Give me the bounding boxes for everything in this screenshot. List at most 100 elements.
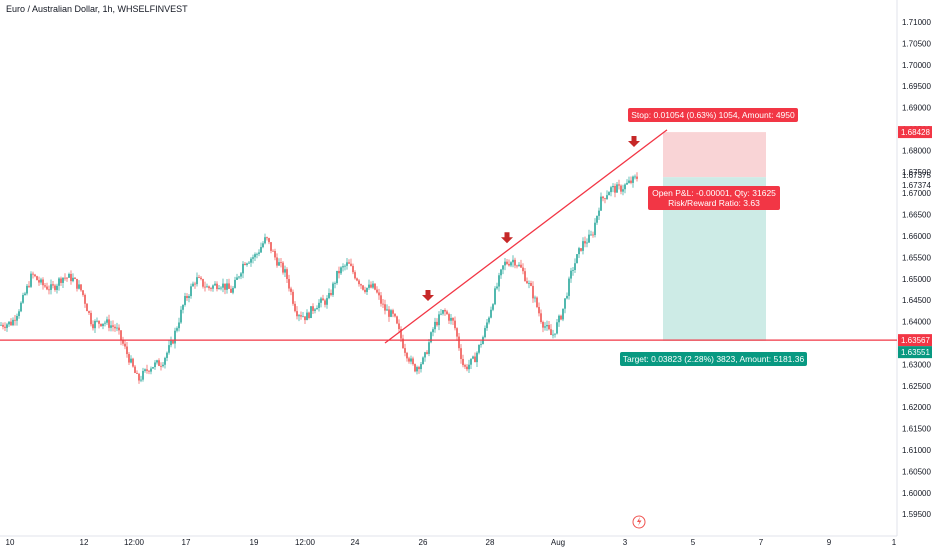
candle-body [316,307,318,310]
candle-body [598,210,600,216]
candle-body [356,278,358,281]
candle-body [382,303,384,305]
candle-body [106,319,108,323]
candle-body [398,323,400,330]
lightning-icon-glyph [637,517,642,526]
candle-body [64,277,66,279]
candle-body [624,184,626,190]
candle-body [612,186,614,188]
y-tick-label: 1.64500 [902,296,931,305]
candle-body [334,283,336,284]
down-arrow-icon [501,232,513,244]
x-tick-label: 5 [691,538,696,547]
candle-body [300,315,302,317]
candle-body [520,264,522,268]
candle-body [28,285,30,287]
candle-body [78,284,80,289]
candle-body [324,300,326,305]
x-tick-label: 3 [623,538,628,547]
candle-body [276,257,278,266]
candle-body [210,288,212,289]
lightning-icon[interactable] [632,515,646,529]
candle-body [570,270,572,279]
candle-body [594,222,596,236]
candle-body [538,307,540,314]
candle-body [560,315,562,320]
candle-body [554,333,556,335]
candle-body [308,312,310,319]
candle-body [304,316,306,321]
candle-body [328,293,330,299]
candle-body [602,196,604,199]
stop-price-tag: 1.68428 [901,128,930,137]
candle-body [484,328,486,338]
candle-body [400,329,402,339]
x-tick-label: 12 [80,538,89,547]
candle-body [556,322,558,334]
candle-body [164,357,166,365]
candle-body [56,285,58,290]
candle-body [418,367,420,370]
candle-body [608,192,610,196]
candle-body [366,287,368,292]
candle-body [568,278,570,296]
candle-body [44,285,46,287]
candle-body [230,288,232,293]
candle-body [220,287,222,289]
candle-body [392,310,394,314]
candle-body [386,309,388,311]
candle-body [562,308,564,320]
candle-body [80,284,82,291]
candle-body [86,303,88,312]
candle-body [572,270,574,271]
candle-body [338,270,340,274]
candle-body [402,338,404,349]
candle-body [232,287,234,293]
candle-body [342,266,344,268]
candle-body [530,282,532,286]
x-tick-label: 7 [759,538,764,547]
candle-body [142,370,144,380]
candle-body [252,257,254,259]
x-tick-label: 12:00 [124,538,145,547]
candle-body [420,364,422,370]
y-tick-label: 1.59500 [902,510,931,519]
candle-body [18,311,20,316]
candle-body [40,279,42,283]
candle-body [288,278,290,289]
candle-body [440,313,442,315]
candle-body [396,316,398,324]
candle-body [236,277,238,280]
candle-body [208,286,210,289]
candle-body [468,364,470,370]
candle-body [242,263,244,274]
candle-body [188,296,190,299]
trendline[interactable] [384,129,668,344]
candle-body [636,176,638,179]
candle-body [186,296,188,299]
candle-body [180,309,182,323]
candle-body [380,295,382,304]
candle-body [514,259,516,266]
candle-body [444,310,446,312]
candle-body [576,254,578,264]
candle-body [272,250,274,252]
candle-body [268,238,270,243]
candle-body [228,283,230,289]
candle-body [474,356,476,363]
y-tick-label: 1.66000 [902,232,931,241]
candle-body [176,328,178,331]
candle-body [336,270,338,284]
candle-body [206,286,208,288]
entry-price-tag: 1.63567 [901,336,930,345]
candle-body [588,234,590,243]
candle-body [62,277,64,283]
candle-body [30,273,32,287]
candle-body [388,309,390,317]
stop-loss-zone[interactable] [663,132,766,178]
candle-body [546,324,548,327]
y-tick-label: 1.67500 [902,168,931,177]
candle-body [494,288,496,305]
candle-body [34,274,36,277]
